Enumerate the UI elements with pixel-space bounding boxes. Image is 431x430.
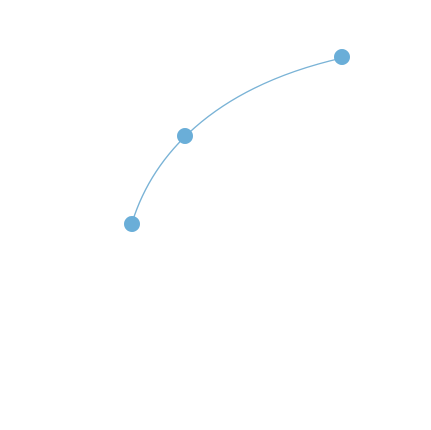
node-start[interactable] <box>124 216 140 232</box>
node-middle[interactable] <box>177 128 193 144</box>
connecting-curve <box>131 57 343 224</box>
node-end[interactable] <box>334 49 350 65</box>
